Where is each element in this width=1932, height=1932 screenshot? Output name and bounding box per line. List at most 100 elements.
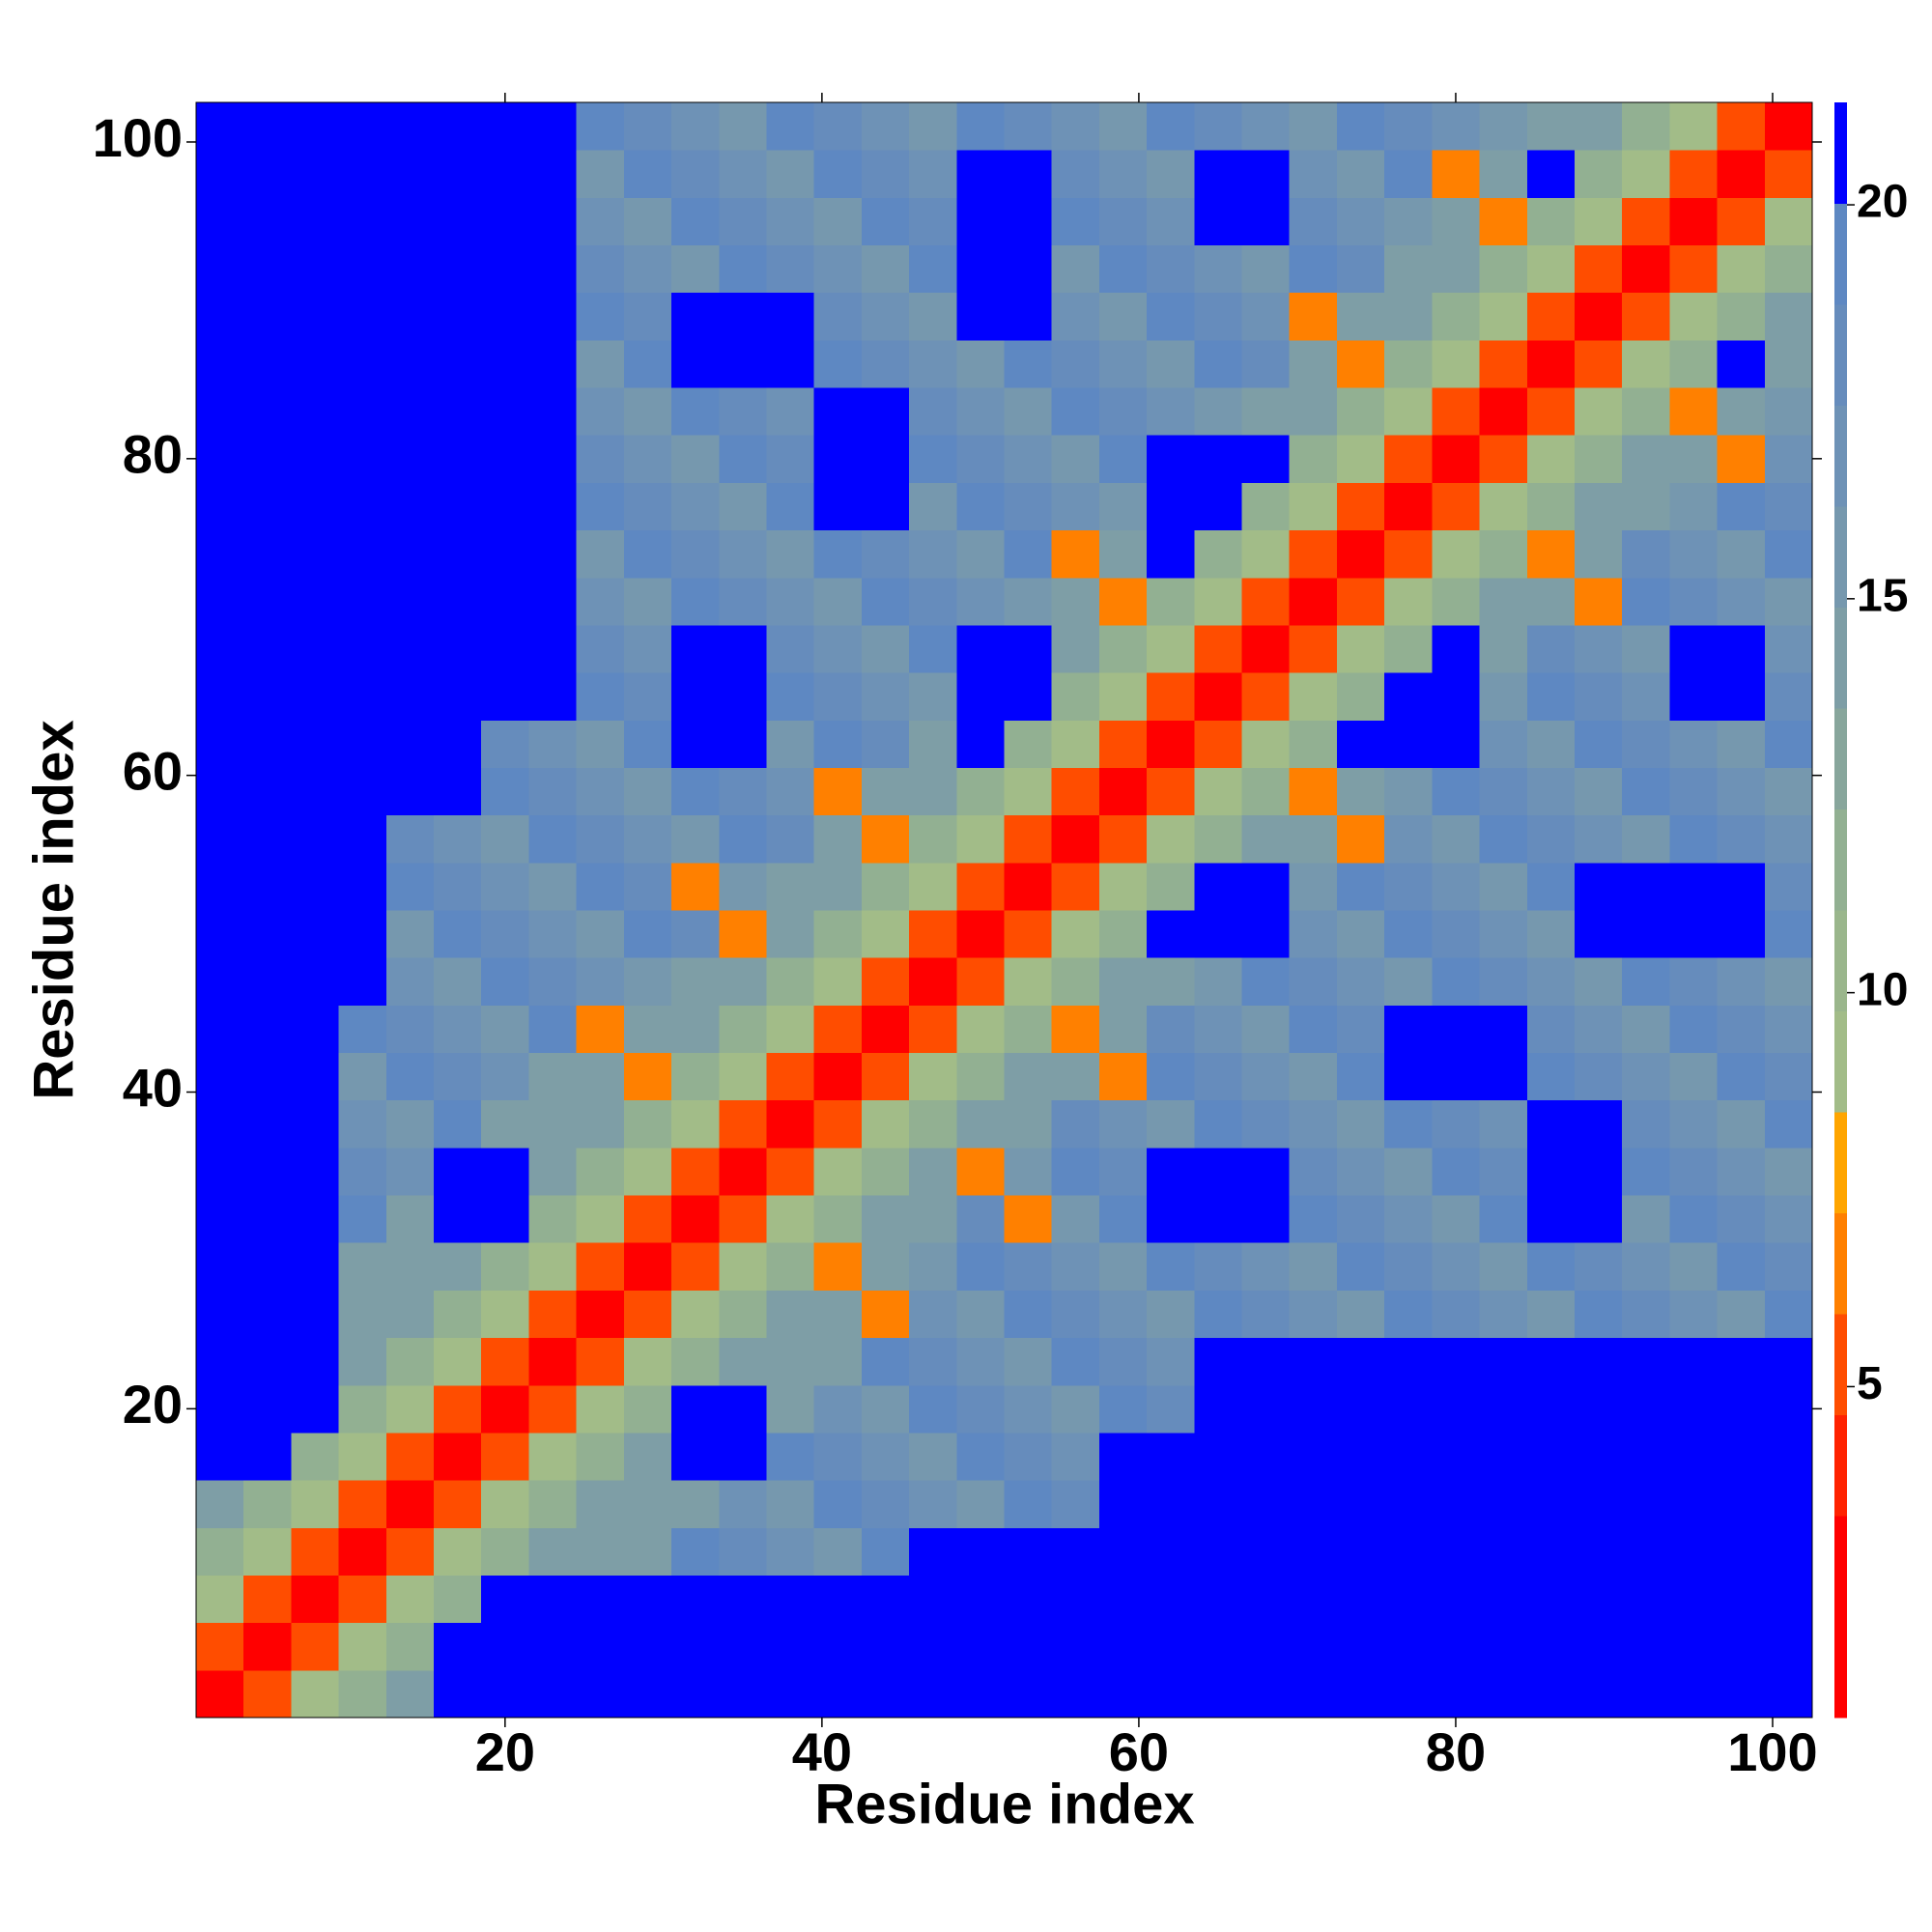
cell <box>719 150 767 198</box>
cell <box>1384 150 1433 198</box>
cell <box>576 1432 625 1481</box>
cell <box>434 339 482 388</box>
cell <box>1241 1290 1291 1339</box>
cell <box>481 292 529 341</box>
cell <box>1194 292 1243 341</box>
cell <box>1241 1195 1291 1243</box>
cell <box>909 1195 957 1243</box>
cell <box>1051 1575 1100 1624</box>
cell <box>196 814 244 864</box>
cell <box>1004 1005 1053 1054</box>
colorbar-segment <box>1834 506 1847 608</box>
cell <box>861 482 910 531</box>
cell <box>1764 672 1813 721</box>
cell <box>623 720 672 768</box>
cell <box>243 1669 292 1719</box>
cell <box>434 1147 482 1196</box>
cell <box>1717 292 1766 341</box>
cell <box>1098 102 1148 151</box>
cell <box>1336 387 1385 436</box>
cell <box>1194 1337 1243 1386</box>
cell <box>1574 672 1623 721</box>
cell <box>1669 1147 1719 1196</box>
cell <box>671 1290 720 1339</box>
cell <box>1051 814 1100 864</box>
cell <box>1289 1005 1338 1054</box>
cell <box>576 197 625 246</box>
cell <box>1432 339 1481 388</box>
cell <box>1004 1290 1053 1339</box>
cell <box>1241 387 1291 436</box>
cell <box>1194 387 1243 436</box>
cell <box>719 1147 767 1196</box>
cell <box>1717 1099 1766 1149</box>
cell <box>291 814 340 864</box>
cell <box>1384 1384 1433 1434</box>
cell <box>1574 1384 1623 1434</box>
cell <box>291 244 340 294</box>
colorbar-segment <box>1834 1616 1847 1719</box>
cell <box>1147 957 1195 1006</box>
cell <box>1717 244 1766 294</box>
cell <box>1526 1005 1576 1054</box>
cell <box>196 435 244 483</box>
cell <box>1479 1384 1528 1434</box>
cell <box>1526 767 1576 816</box>
cell <box>434 1480 482 1528</box>
cell <box>1289 1052 1338 1101</box>
cell <box>1384 292 1433 341</box>
cell <box>291 1622 340 1671</box>
cell <box>671 1099 720 1149</box>
cell <box>1004 435 1053 483</box>
cell <box>481 1147 529 1196</box>
cell <box>1147 150 1195 198</box>
cell <box>766 1432 815 1481</box>
cell <box>196 910 244 958</box>
cell <box>1432 1669 1481 1719</box>
colorbar-tick-label: 10 <box>1857 964 1908 1015</box>
cell <box>291 1242 340 1291</box>
cell <box>1669 529 1719 579</box>
cell <box>956 1527 1005 1576</box>
cell <box>338 1195 387 1243</box>
cell <box>1622 1337 1670 1386</box>
cell <box>243 1432 292 1481</box>
cell <box>434 197 482 246</box>
cell <box>1574 577 1623 626</box>
cell <box>1289 720 1338 768</box>
cell <box>1241 1052 1291 1101</box>
cell <box>861 957 910 1006</box>
cell <box>1147 862 1195 911</box>
cell <box>338 197 387 246</box>
cell <box>813 102 863 151</box>
cell <box>623 862 672 911</box>
cell <box>338 292 387 341</box>
cell <box>1098 672 1148 721</box>
cell <box>956 197 1005 246</box>
cell <box>291 672 340 721</box>
cell <box>1717 1622 1766 1671</box>
cell <box>1717 150 1766 198</box>
cell <box>291 292 340 341</box>
cell <box>1574 1147 1623 1196</box>
cell <box>1147 672 1195 721</box>
cell <box>196 767 244 816</box>
cell <box>1526 1669 1576 1719</box>
cell <box>243 387 292 436</box>
cell <box>1669 244 1719 294</box>
cell <box>196 1147 244 1196</box>
cell <box>671 1337 720 1386</box>
cell <box>719 1242 767 1291</box>
cell <box>1764 1480 1813 1528</box>
cell <box>623 1575 672 1624</box>
cell <box>1479 814 1528 864</box>
cell <box>1147 1337 1195 1386</box>
cell <box>1147 1242 1195 1291</box>
cell <box>434 1195 482 1243</box>
cell <box>623 150 672 198</box>
cell <box>291 482 340 531</box>
cell <box>861 339 910 388</box>
cell <box>385 150 435 198</box>
cell <box>766 292 815 341</box>
cell <box>1669 957 1719 1006</box>
